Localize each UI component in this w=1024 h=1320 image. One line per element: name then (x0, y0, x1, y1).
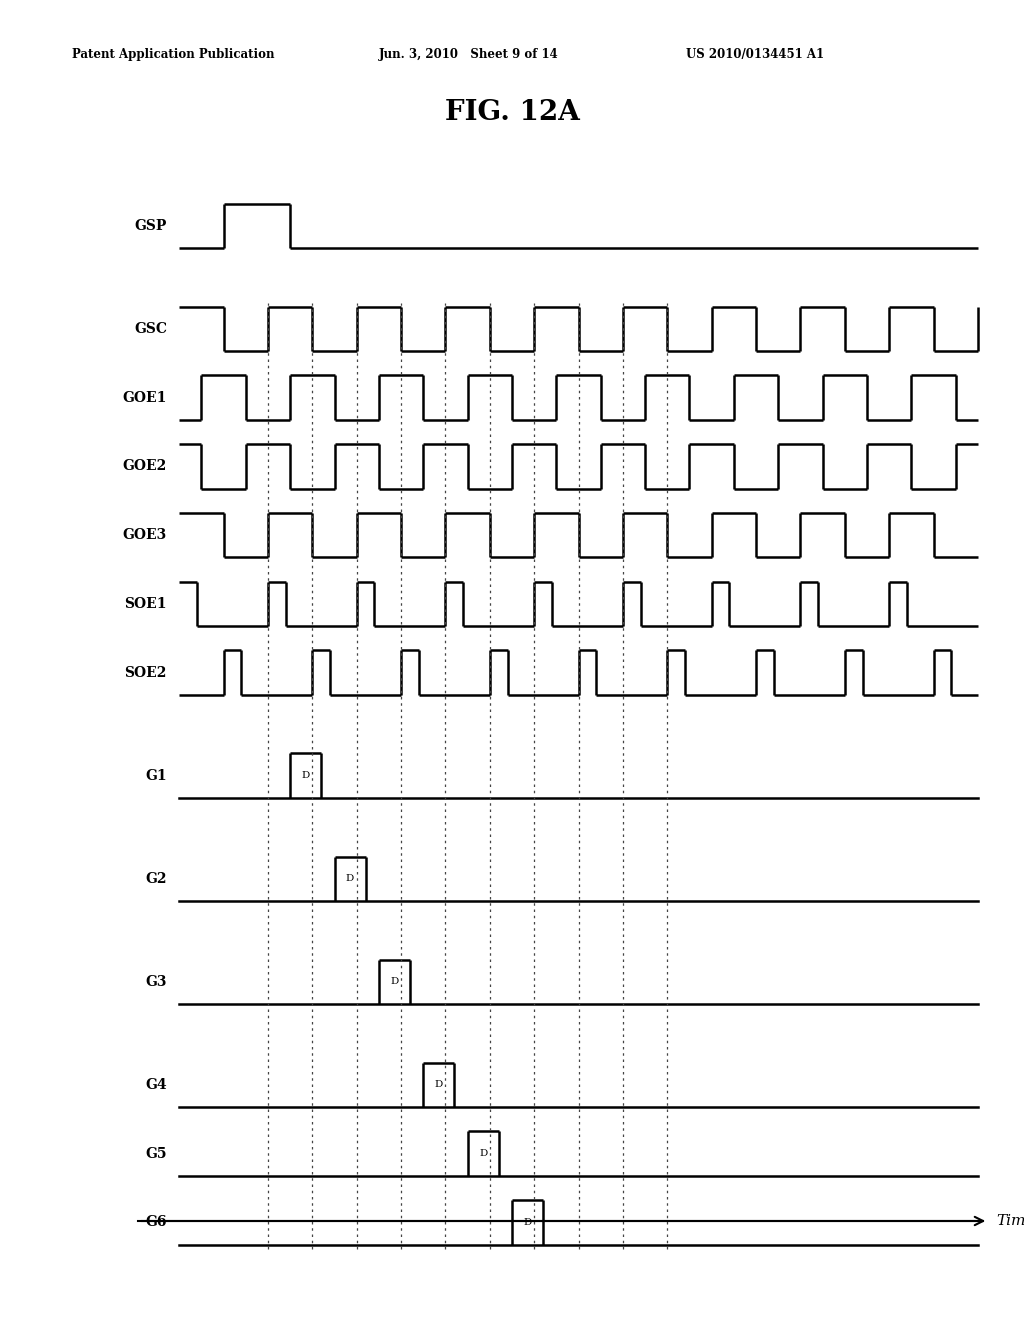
Text: G6: G6 (145, 1216, 167, 1229)
Text: D: D (434, 1080, 443, 1089)
Text: FIG. 12A: FIG. 12A (444, 99, 580, 125)
Text: D: D (523, 1218, 531, 1226)
Text: GOE2: GOE2 (123, 459, 167, 474)
Text: D: D (346, 874, 354, 883)
Text: Time: Time (996, 1214, 1024, 1228)
Text: G1: G1 (145, 768, 167, 783)
Text: G4: G4 (145, 1078, 167, 1092)
Text: Patent Application Publication: Patent Application Publication (72, 48, 274, 61)
Text: GOE3: GOE3 (123, 528, 167, 543)
Text: D: D (479, 1150, 487, 1158)
Text: SOE2: SOE2 (125, 665, 167, 680)
Text: GSP: GSP (134, 219, 167, 232)
Text: SOE1: SOE1 (124, 597, 167, 611)
Text: G3: G3 (145, 974, 167, 989)
Text: GOE1: GOE1 (123, 391, 167, 405)
Text: Jun. 3, 2010   Sheet 9 of 14: Jun. 3, 2010 Sheet 9 of 14 (379, 48, 559, 61)
Text: GSC: GSC (134, 322, 167, 335)
Text: US 2010/0134451 A1: US 2010/0134451 A1 (686, 48, 824, 61)
Text: G5: G5 (145, 1147, 167, 1160)
Text: D: D (390, 977, 398, 986)
Text: G2: G2 (145, 871, 167, 886)
Text: D: D (301, 771, 310, 780)
